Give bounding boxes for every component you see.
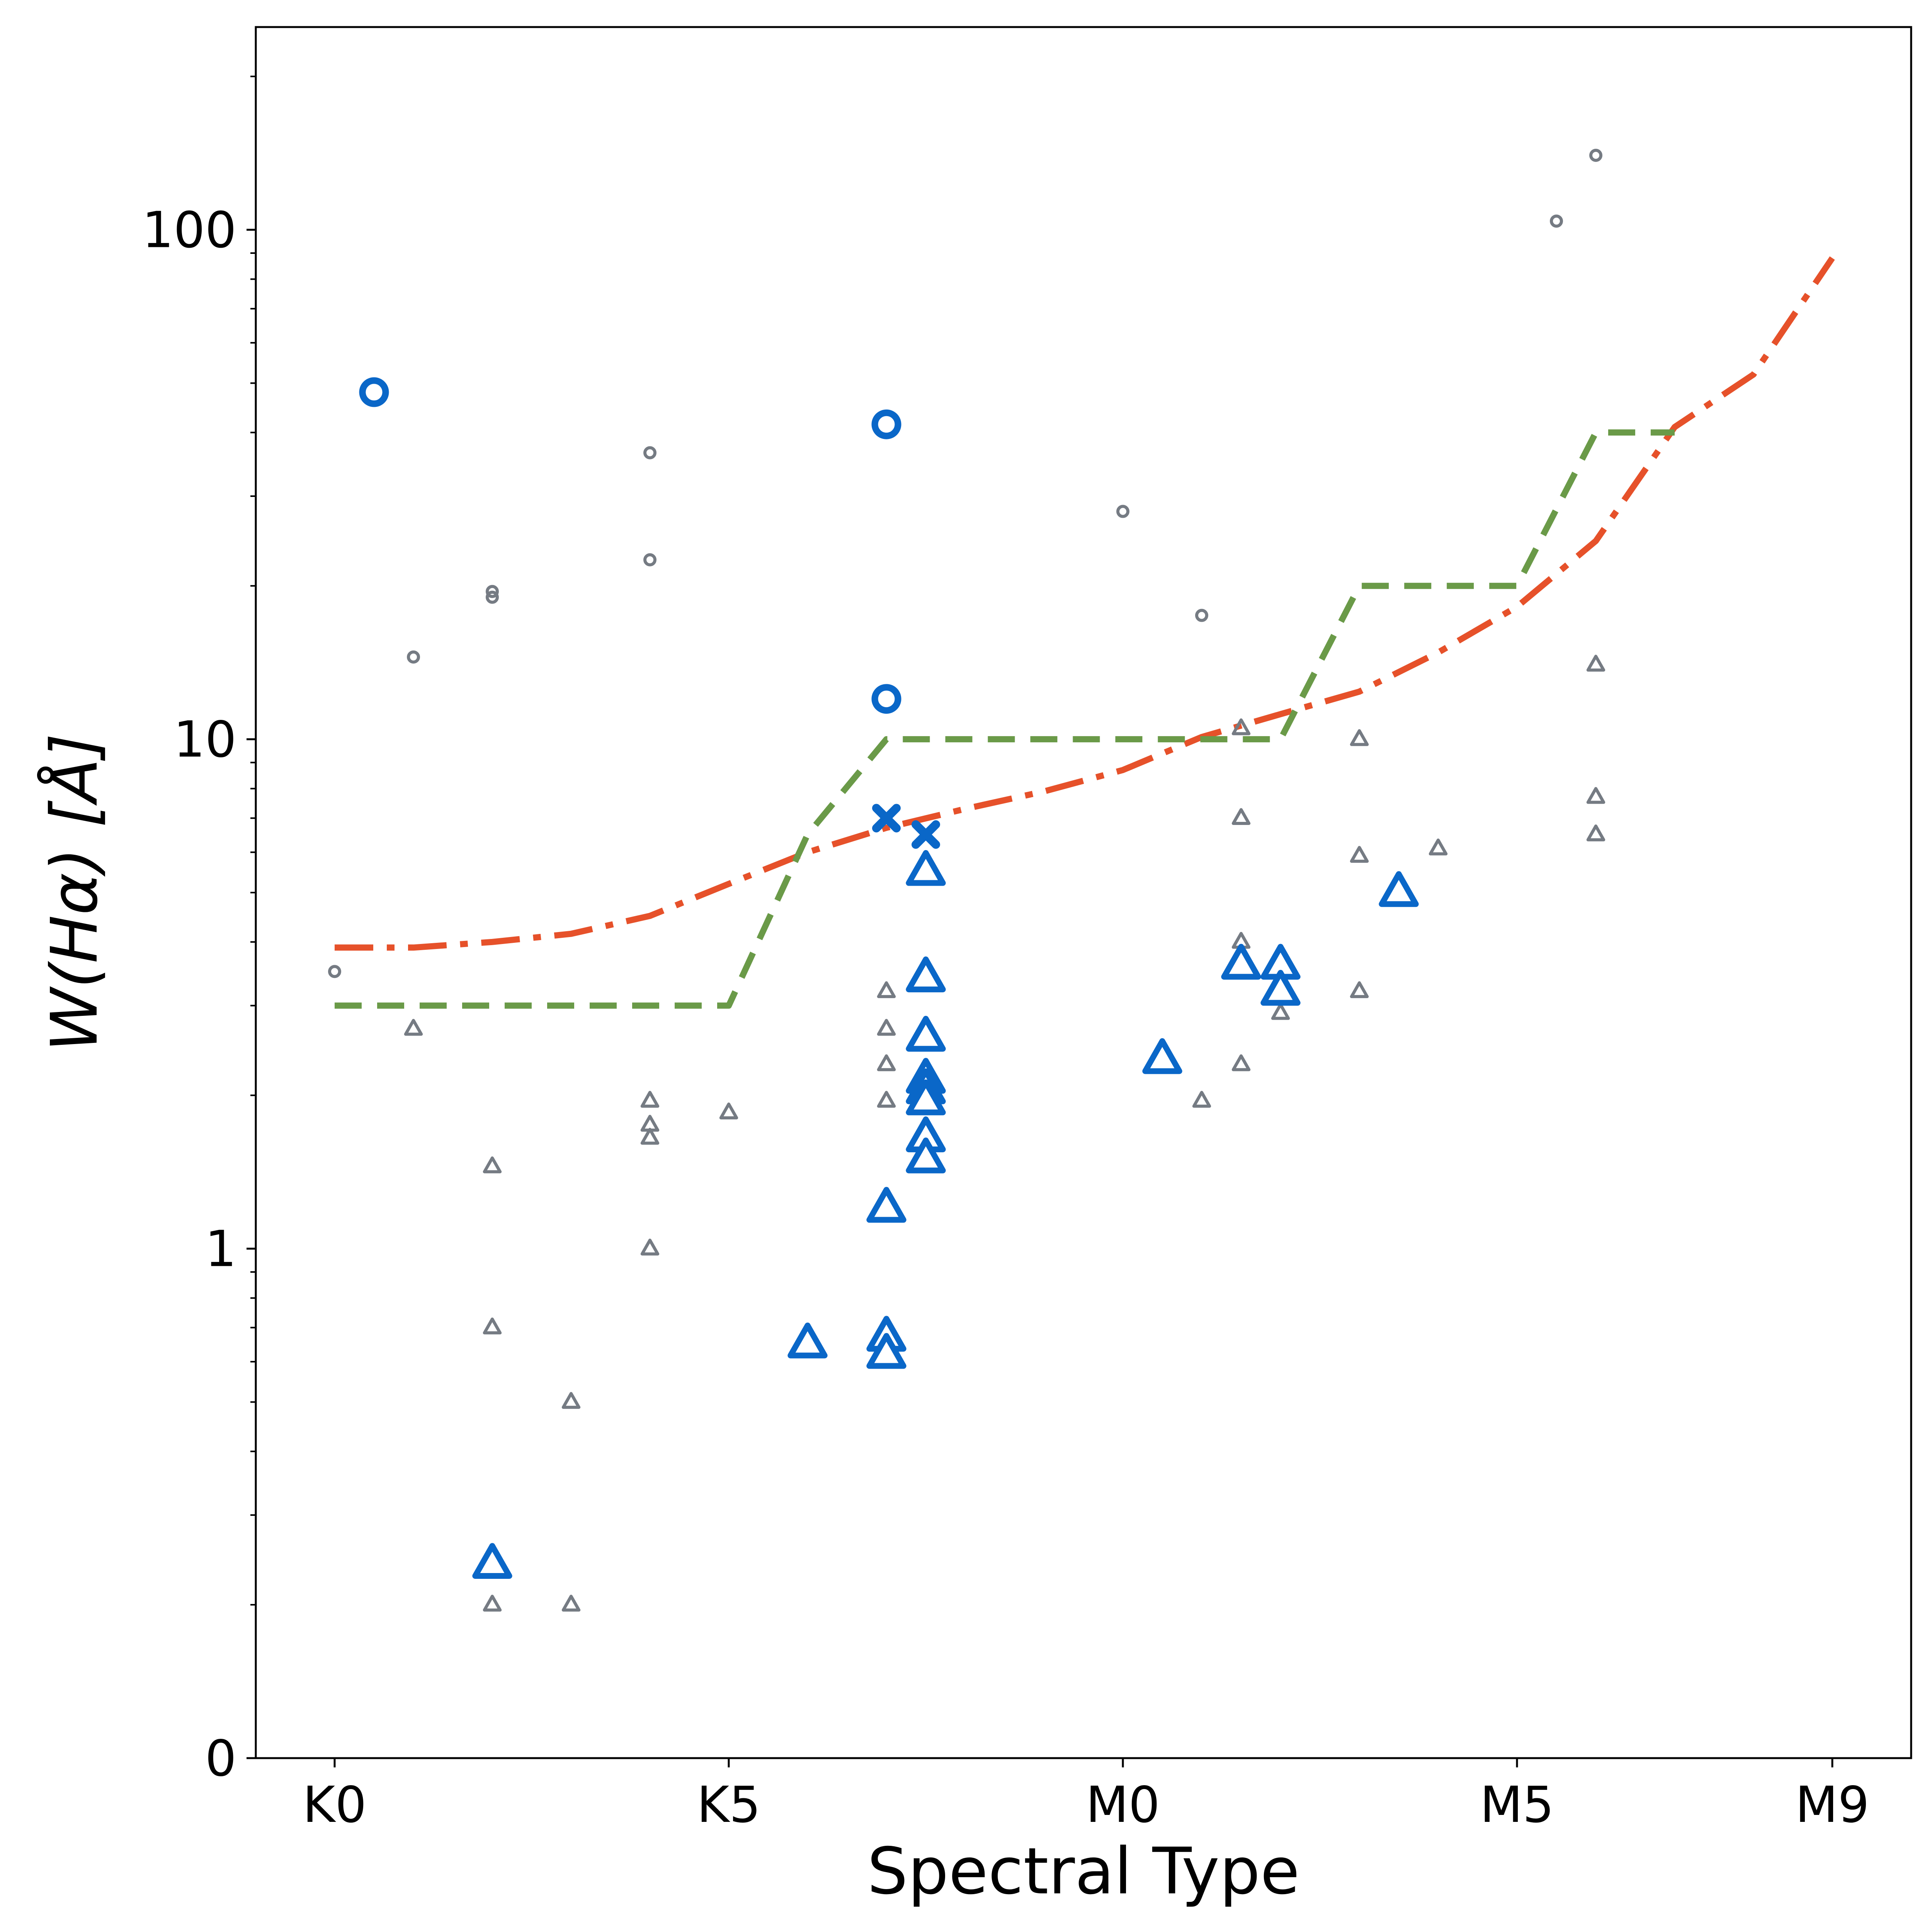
- blue-triangles-point: [1379, 871, 1419, 907]
- blue-open-circles-point: [871, 409, 901, 439]
- gray-triangles-point: [1350, 981, 1369, 998]
- x-tick-label: M9: [1795, 1776, 1869, 1834]
- blue-triangles-point: [906, 956, 946, 993]
- blue-triangles-point: [472, 1543, 512, 1579]
- y-tick-label: 0: [205, 1730, 236, 1787]
- y-tick-label: 1: [205, 1221, 236, 1278]
- gray-circles-point: [1550, 214, 1563, 228]
- blue-x-point: [872, 804, 901, 833]
- x-axis-label: Spectral Type: [867, 1834, 1299, 1909]
- gray-triangles-point: [719, 1102, 738, 1119]
- gray-circles-point: [407, 650, 420, 664]
- gray-circles-point: [643, 446, 656, 459]
- blue-triangles-point: [787, 1322, 828, 1359]
- gray-triangles-point: [1271, 1003, 1290, 1020]
- gray-triangles-point: [1586, 824, 1605, 842]
- y-tick-label: 100: [142, 202, 236, 259]
- blue-triangles-point: [906, 850, 946, 886]
- blue-triangles-point: [1221, 944, 1261, 980]
- gray-triangles-point: [1429, 838, 1448, 855]
- gray-circles-point: [486, 585, 499, 598]
- y-axis-label: W(Hα) [Å]: [37, 733, 112, 1052]
- blue-triangles-point: [1142, 1038, 1182, 1074]
- gray-triangles-point: [1350, 846, 1369, 863]
- gray-circles-point: [1116, 505, 1129, 518]
- x-tick-label: K5: [697, 1776, 760, 1834]
- x-tick-label: K0: [303, 1776, 366, 1834]
- blue-open-circles-point: [871, 684, 901, 714]
- gray-triangles-point: [1231, 1054, 1251, 1071]
- plot-markers: [328, 149, 1605, 1612]
- gray-triangles-point: [877, 981, 896, 998]
- gray-triangles-point: [1192, 1091, 1211, 1108]
- gray-circles-point: [1589, 149, 1602, 162]
- gray-triangles-point: [877, 1091, 896, 1108]
- x-axis: K0 K5 M0 M5 M9: [303, 1758, 1869, 1834]
- gray-circles-point: [643, 553, 656, 566]
- blue-open-circles-point: [359, 377, 389, 407]
- gray-circles-point: [486, 590, 499, 604]
- y-tick-label: 10: [173, 711, 236, 769]
- blue-triangles-point: [1260, 970, 1301, 1006]
- gray-triangles-point: [561, 1392, 581, 1409]
- blue-triangles-point: [906, 1015, 946, 1052]
- gray-triangles-point: [483, 1317, 502, 1335]
- gray-triangles-point: [1586, 787, 1605, 804]
- gray-triangles-point: [483, 1156, 502, 1173]
- blue-x-point: [912, 820, 940, 849]
- blue-triangles-point: [866, 1333, 906, 1369]
- gray-circles-point: [328, 965, 341, 978]
- blue-triangles-point: [906, 1137, 946, 1173]
- y-axis: 0 1 10 100: [142, 75, 256, 1787]
- gray-triangles-point: [640, 1091, 660, 1108]
- gray-circles-point: [1195, 609, 1208, 622]
- plot-lines: [335, 256, 1835, 1009]
- gray-triangles-point: [640, 1238, 660, 1256]
- gray-triangles-point: [1231, 808, 1251, 825]
- gray-triangles-point: [877, 1054, 896, 1071]
- blue-triangles-point: [906, 1079, 946, 1116]
- blue-triangles-point: [866, 1187, 906, 1223]
- x-tick-label: M0: [1086, 1776, 1160, 1834]
- gray-triangles-point: [561, 1595, 581, 1612]
- green-dashed-line: [335, 429, 1675, 1009]
- gray-triangles-point: [1231, 718, 1251, 735]
- x-tick-label: M5: [1480, 1776, 1554, 1834]
- gray-triangles-point: [404, 1019, 423, 1036]
- gray-triangles-point: [1350, 729, 1369, 746]
- gray-triangles-point: [640, 1128, 660, 1145]
- gray-triangles-point: [877, 1019, 896, 1036]
- gray-triangles-point: [1586, 655, 1605, 672]
- gray-triangles-point: [483, 1595, 502, 1612]
- red-dashdot-line: [335, 256, 1835, 951]
